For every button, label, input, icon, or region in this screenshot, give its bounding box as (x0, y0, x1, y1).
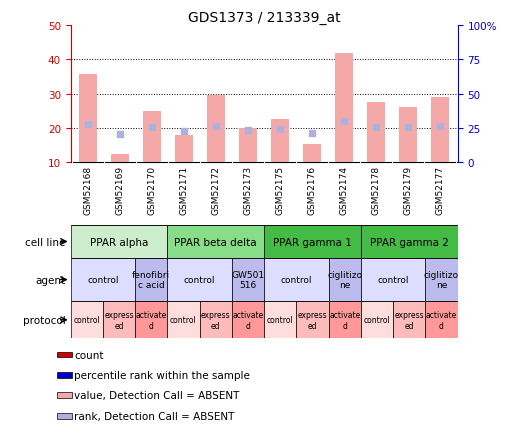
Bar (431, 98, 449, 163)
Text: agent: agent (35, 275, 65, 285)
Text: activate
d: activate d (135, 310, 167, 330)
Bar (57, 372, 72, 378)
Bar (71, 258, 135, 302)
Bar (167, 302, 200, 339)
Bar (425, 258, 458, 302)
Bar (175, 135, 193, 163)
Text: GSM52178: GSM52178 (371, 166, 381, 215)
Bar (303, 145, 321, 163)
Bar (167, 258, 232, 302)
Text: cell line: cell line (25, 237, 65, 247)
Text: activate
d: activate d (232, 310, 264, 330)
Text: express
ed: express ed (201, 310, 231, 330)
Text: express
ed: express ed (104, 310, 134, 330)
Bar (232, 302, 264, 339)
Bar (71, 226, 167, 258)
Text: control: control (170, 316, 197, 325)
Text: GSM52176: GSM52176 (308, 166, 316, 215)
Bar (57, 392, 72, 398)
Text: GSM52169: GSM52169 (116, 166, 124, 215)
Title: GDS1373 / 213339_at: GDS1373 / 213339_at (188, 11, 340, 25)
Bar (361, 258, 425, 302)
Text: count: count (74, 350, 104, 360)
Text: GSM52174: GSM52174 (339, 166, 348, 215)
Bar (111, 154, 129, 163)
Bar (264, 302, 297, 339)
Text: GSM52177: GSM52177 (436, 166, 445, 215)
Text: control: control (267, 316, 293, 325)
Text: control: control (281, 276, 312, 284)
Text: GSM52175: GSM52175 (276, 166, 285, 215)
Bar (367, 103, 385, 163)
Text: control: control (363, 316, 390, 325)
Bar (328, 302, 361, 339)
Text: GSM52172: GSM52172 (212, 166, 221, 215)
Text: control: control (73, 316, 100, 325)
Bar (57, 413, 72, 419)
Text: rank, Detection Call = ABSENT: rank, Detection Call = ABSENT (74, 411, 235, 421)
Text: percentile rank within the sample: percentile rank within the sample (74, 370, 250, 380)
Bar (297, 302, 328, 339)
Text: GSM52168: GSM52168 (84, 166, 93, 215)
Text: GW501
516: GW501 516 (231, 270, 265, 289)
Bar (393, 302, 425, 339)
Bar (328, 258, 361, 302)
Text: PPAR beta delta: PPAR beta delta (175, 237, 257, 247)
Text: control: control (87, 276, 119, 284)
Bar (135, 302, 167, 339)
Text: ciglitizo
ne: ciglitizo ne (424, 270, 459, 289)
Bar (135, 258, 167, 302)
Bar (264, 226, 361, 258)
Text: PPAR alpha: PPAR alpha (90, 237, 148, 247)
Text: PPAR gamma 2: PPAR gamma 2 (370, 237, 449, 247)
Text: activate
d: activate d (426, 310, 457, 330)
Text: express
ed: express ed (298, 310, 327, 330)
Text: GSM52170: GSM52170 (147, 166, 157, 215)
Text: control: control (378, 276, 409, 284)
Text: PPAR gamma 1: PPAR gamma 1 (273, 237, 352, 247)
Bar (143, 112, 161, 163)
Text: GSM52179: GSM52179 (404, 166, 413, 215)
Text: express
ed: express ed (394, 310, 424, 330)
Bar (361, 302, 393, 339)
Bar (240, 128, 257, 163)
Bar (361, 226, 458, 258)
Text: GSM52171: GSM52171 (180, 166, 189, 215)
Bar (335, 53, 353, 163)
Bar (103, 302, 135, 339)
Bar (200, 302, 232, 339)
Text: GSM52173: GSM52173 (244, 166, 253, 215)
Bar (71, 302, 103, 339)
Bar (271, 120, 289, 163)
Text: ciglitizo
ne: ciglitizo ne (327, 270, 362, 289)
Bar (167, 226, 264, 258)
Bar (232, 258, 264, 302)
Text: protocol: protocol (22, 315, 65, 325)
Bar (79, 75, 97, 163)
Bar (425, 302, 458, 339)
Text: value, Detection Call = ABSENT: value, Detection Call = ABSENT (74, 390, 240, 400)
Bar (57, 352, 72, 358)
Bar (264, 258, 328, 302)
Bar (399, 108, 417, 163)
Text: control: control (184, 276, 215, 284)
Text: activate
d: activate d (329, 310, 360, 330)
Bar (207, 96, 225, 163)
Text: fenofibri
c acid: fenofibri c acid (132, 270, 170, 289)
